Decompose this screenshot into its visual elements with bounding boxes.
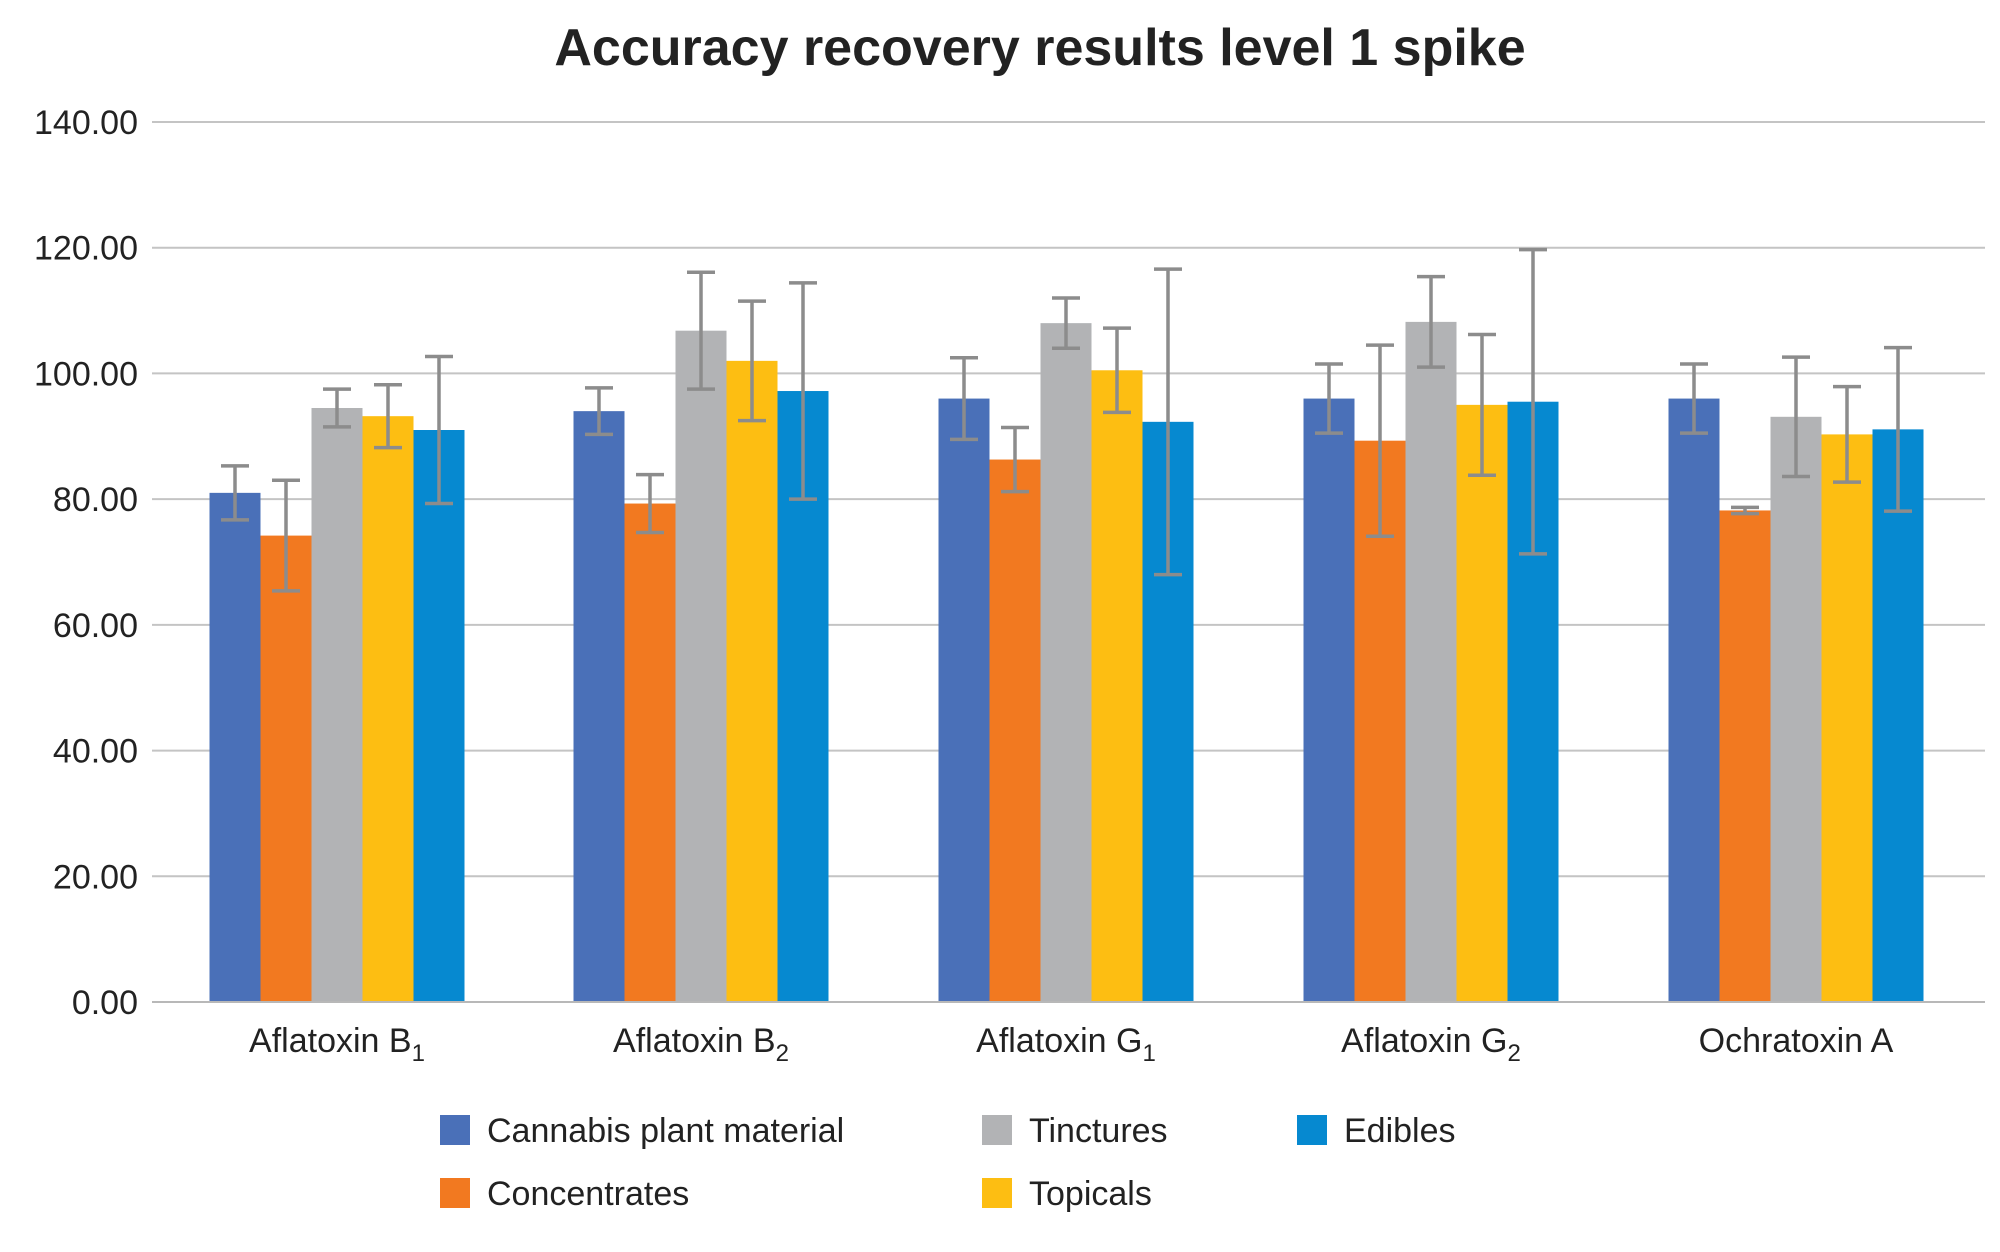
bar [573,411,625,1003]
legend: Cannabis plant material Concentrates Tinct… [440,1112,1456,1213]
x-category-label: Aflatoxin B2 [613,1022,789,1067]
x-category-base: Aflatoxin B [613,1022,776,1060]
legend-label: Edibles [1344,1112,1456,1150]
y-tick-label: 120.00 [34,230,138,268]
bars [209,321,1924,1003]
bar [726,360,778,1002]
x-category-label: Ochratoxin A [1699,1022,1894,1060]
bar [938,398,990,1003]
y-tick-label: 140.00 [34,104,138,142]
legend-swatch [982,1115,1012,1145]
bar [1872,429,1924,1002]
legend-label: Tinctures [1029,1112,1168,1150]
bar [624,503,676,1002]
y-tick-label: 60.00 [53,607,138,645]
bar [311,408,363,1002]
bar [362,416,414,1003]
x-category-subscript: 2 [776,1040,789,1067]
legend-swatch [1297,1115,1327,1145]
bar [413,430,465,1002]
x-category-base: Ochratoxin A [1699,1022,1894,1060]
x-category-subscript: 1 [412,1040,425,1067]
bar [989,459,1041,1002]
y-axis-ticks: 0.00 20.00 40.00 60.00 80.00 100.00 120.00 140.… [34,104,138,1022]
chart-title: Accuracy recovery results level 1 spike [554,19,1525,77]
legend-swatch [982,1178,1012,1208]
bar [1719,510,1771,1002]
bar [1821,434,1873,1002]
bar [1405,321,1457,1002]
x-axis-categories: Aflatoxin B1 Aflatoxin B2 Aflatoxin G1 Afla… [249,1022,1894,1067]
legend-label: Topicals [1029,1175,1152,1213]
error-bars [221,247,1912,593]
x-category-subscript: 2 [1507,1040,1520,1067]
bar [1668,398,1720,1003]
bar [1456,404,1508,1002]
legend-swatch [440,1178,470,1208]
x-category-base: Aflatoxin G [976,1022,1142,1060]
x-category-base: Aflatoxin B [249,1022,412,1060]
x-category-label: Aflatoxin B1 [249,1022,425,1067]
bar [1040,323,1092,1003]
bar [209,492,261,1002]
x-category-base: Aflatoxin G [1341,1022,1507,1060]
x-category-label: Aflatoxin G1 [976,1022,1156,1067]
bar [1770,416,1822,1002]
bar [260,535,312,1002]
legend-label: Cannabis plant material [487,1112,844,1150]
x-category-label: Aflatoxin G2 [1341,1022,1521,1067]
y-tick-label: 40.00 [53,733,138,771]
y-tick-label: 100.00 [34,355,138,393]
y-tick-label: 0.00 [72,984,138,1022]
y-tick-label: 20.00 [53,858,138,896]
bar [675,330,727,1003]
legend-label: Concentrates [487,1175,689,1213]
y-tick-label: 80.00 [53,481,138,519]
bar [1303,398,1355,1003]
bar [1091,370,1143,1002]
x-category-subscript: 1 [1142,1040,1155,1067]
legend-swatch [440,1115,470,1145]
